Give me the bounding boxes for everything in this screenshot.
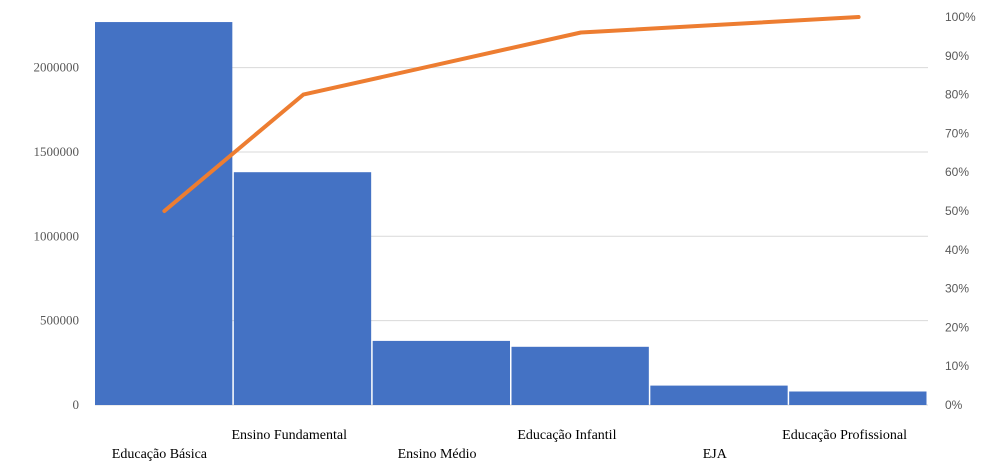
right-tick-label: 20%	[945, 320, 969, 334]
cumulative-line	[162, 15, 861, 213]
right-tick-label: 0%	[945, 398, 963, 412]
bar	[789, 391, 927, 405]
left-tick-label: 500000	[40, 313, 79, 328]
category-axis: Educação Básica Ensino Fundamental Ensino …	[112, 428, 907, 462]
right-tick-label: 70%	[945, 126, 969, 140]
right-axis: 0% 10% 20% 30% 40% 50% 60% 70% 80% 90% 100%	[945, 10, 976, 412]
bar	[372, 340, 510, 405]
right-tick-label: 80%	[945, 88, 969, 102]
right-tick-label: 30%	[945, 282, 969, 296]
right-tick-label: 10%	[945, 359, 969, 373]
bar	[650, 385, 788, 405]
bar-series	[95, 22, 927, 405]
category-label: Educação Profissional	[782, 428, 907, 443]
bar	[233, 172, 372, 405]
category-label: EJA	[703, 447, 728, 462]
category-label: Educação Infantil	[517, 428, 616, 443]
category-label: Ensino Fundamental	[232, 428, 348, 443]
category-label: Educação Básica	[112, 447, 208, 462]
left-tick-label: 2000000	[34, 60, 80, 75]
right-tick-label: 50%	[945, 204, 969, 218]
left-tick-label: 1500000	[34, 144, 80, 159]
right-tick-label: 60%	[945, 165, 969, 179]
category-label: Ensino Médio	[398, 447, 477, 462]
right-tick-label: 40%	[945, 243, 969, 257]
bar	[95, 22, 233, 405]
left-tick-label: 0	[73, 397, 80, 412]
left-tick-label: 1000000	[34, 228, 80, 243]
right-tick-label: 100%	[945, 10, 976, 24]
right-tick-label: 90%	[945, 49, 969, 63]
bar	[511, 346, 649, 405]
left-axis: 0 500000 1000000 1500000 2000000	[34, 60, 80, 412]
cumulative-line-series	[162, 15, 861, 213]
